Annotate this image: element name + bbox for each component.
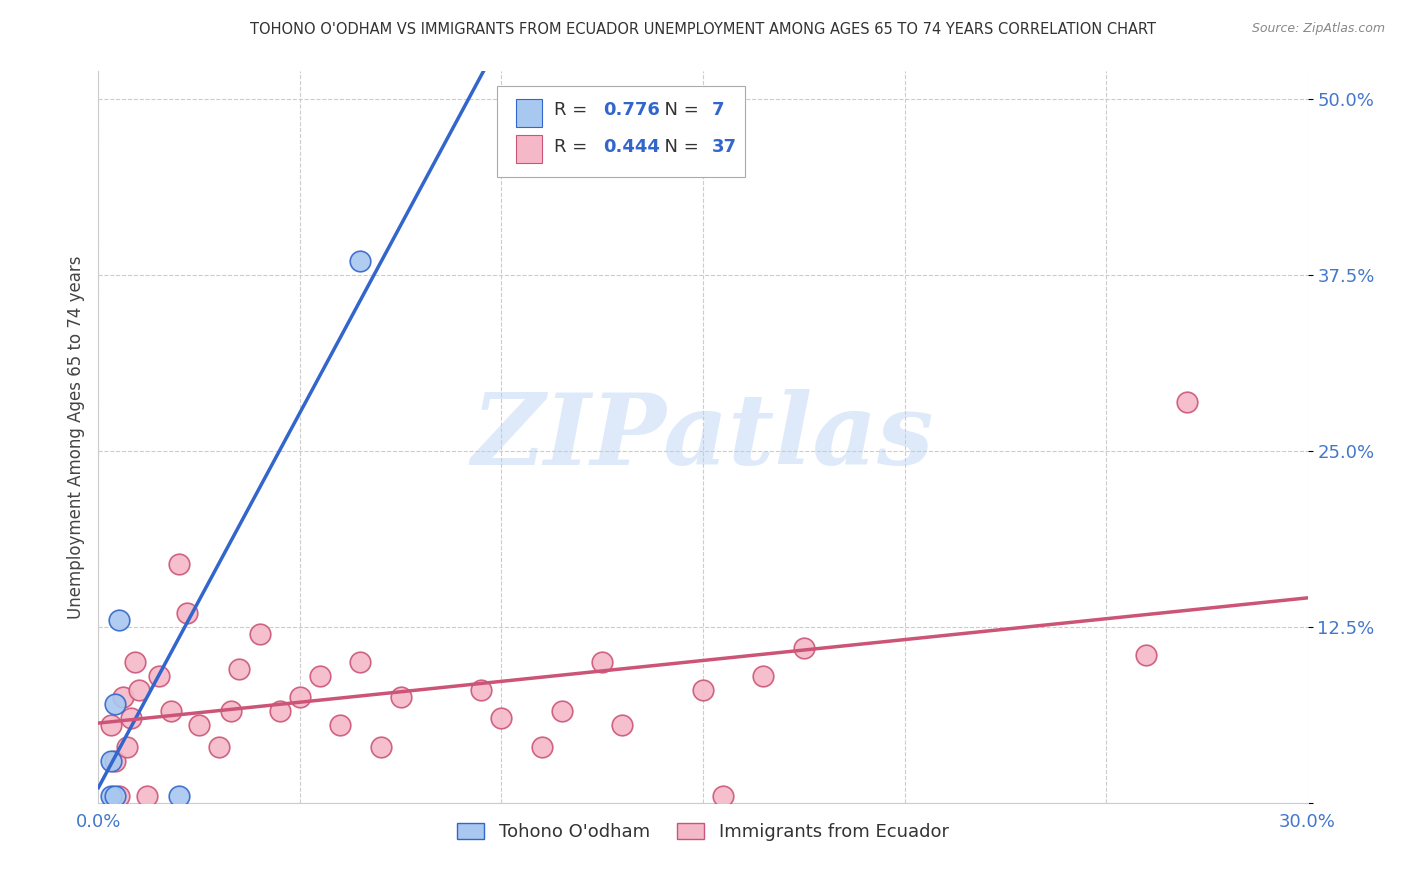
Point [107,613,129,627]
Point [100,789,122,803]
Point [389,690,412,705]
Text: R =: R = [554,137,593,156]
Point [128,683,150,698]
Point [208,739,231,754]
Text: R =: R = [554,101,593,120]
Text: 7: 7 [711,101,724,120]
Text: 37: 37 [711,137,737,156]
Point [793,641,815,656]
Point [221,705,243,719]
Point [1135,648,1157,662]
Point [692,683,714,698]
Legend: Tohono O'odham, Immigrants from Ecuador: Tohono O'odham, Immigrants from Ecuador [450,816,956,848]
Text: 0.444: 0.444 [603,137,659,156]
Point [551,705,574,719]
Text: TOHONO O'ODHAM VS IMMIGRANTS FROM ECUADOR UNEMPLOYMENT AMONG AGES 65 TO 74 YEARS: TOHONO O'ODHAM VS IMMIGRANTS FROM ECUADO… [250,22,1156,37]
Point [124,655,146,669]
Text: N =: N = [654,101,704,120]
Point [111,690,134,705]
Point [370,739,392,754]
Point [107,789,129,803]
Point [288,690,311,705]
Y-axis label: Unemployment Among Ages 65 to 74 years: Unemployment Among Ages 65 to 74 years [66,255,84,619]
Point [148,669,170,683]
Text: 0.776: 0.776 [603,101,659,120]
FancyBboxPatch shape [498,86,745,178]
Point [591,655,613,669]
Point [612,718,634,732]
Point [530,739,553,754]
Point [103,754,125,768]
Point [100,754,122,768]
Point [329,718,352,732]
Bar [516,136,543,163]
Point [188,718,211,732]
Point [103,789,125,803]
Point [309,669,332,683]
Point [269,705,291,719]
Point [228,662,250,676]
Point [711,789,734,803]
Point [491,711,513,725]
Point [349,655,371,669]
Point [103,698,125,712]
Point [160,705,183,719]
Point [135,789,157,803]
Point [100,718,122,732]
Point [249,627,271,641]
Point [349,254,371,268]
Point [167,557,190,571]
Point [167,789,190,803]
Point [115,739,138,754]
Point [1175,395,1198,409]
Point [470,683,492,698]
Point [752,669,775,683]
Text: Source: ZipAtlas.com: Source: ZipAtlas.com [1251,22,1385,36]
Point [176,606,198,620]
Text: N =: N = [654,137,704,156]
Bar [516,99,543,127]
Point [120,711,142,725]
Text: ZIPatlas: ZIPatlas [472,389,934,485]
